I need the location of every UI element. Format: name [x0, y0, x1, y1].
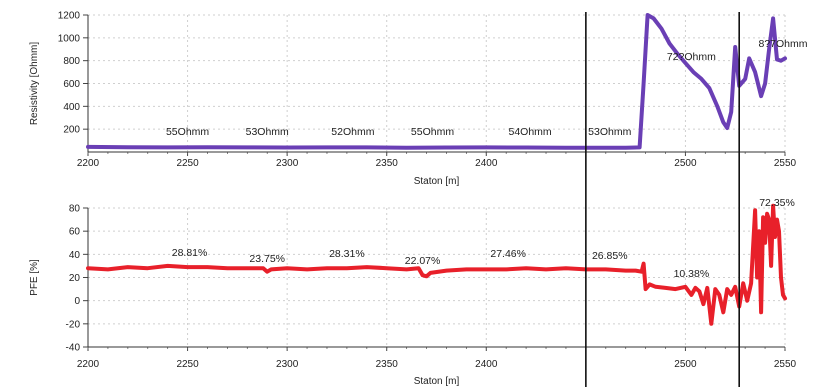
y-tick-label: -40	[66, 343, 81, 354]
y-tick-label: 400	[63, 102, 80, 113]
x-axis-label: Staton [m]	[414, 376, 460, 387]
resistivity-line	[86, 13, 787, 150]
x-tick-label: 2400	[475, 359, 498, 370]
x-tick-label: 2400	[475, 158, 498, 169]
y-axis-label: PFE [%]	[29, 259, 40, 296]
data-annotation: 10.38%	[674, 268, 710, 280]
data-annotation: 54Ohmm	[509, 126, 552, 138]
y-tick-label: 80	[69, 204, 81, 215]
x-tick-label: 2500	[674, 359, 697, 370]
x-tick-label: 2550	[774, 359, 797, 370]
x-tick-label: 2350	[376, 359, 399, 370]
data-annotation: 72.35%	[759, 197, 795, 209]
x-tick-label: 2500	[674, 158, 697, 169]
y-tick-label: 0	[74, 296, 80, 307]
data-annotation: 23.75%	[249, 253, 285, 265]
y-tick-label: -20	[66, 319, 81, 330]
pfe-line	[86, 203, 787, 326]
y-axis-label: Resistivity [Ohmm]	[29, 42, 40, 126]
data-annotation: 8?7Ohmm	[758, 38, 807, 50]
data-annotation: 52Ohmm	[331, 126, 374, 138]
x-tick-label: 2350	[376, 158, 399, 169]
data-annotation: 55Ohmm	[166, 126, 209, 138]
data-annotation: 28.31%	[329, 248, 365, 260]
x-tick-label: 2250	[176, 359, 199, 370]
y-tick-label: 1000	[58, 33, 81, 44]
x-axis-label: Staton [m]	[414, 176, 460, 187]
data-annotation: 26.85%	[592, 250, 628, 262]
data-annotation: 27.46%	[490, 248, 526, 260]
x-tick-label: 2300	[276, 359, 299, 370]
y-tick-label: 20	[69, 273, 81, 284]
data-annotation: 53Ohmm	[246, 126, 289, 138]
y-tick-label: 40	[69, 250, 81, 261]
x-tick-label: 2300	[276, 158, 299, 169]
x-tick-label: 2200	[77, 359, 100, 370]
y-tick-label: 60	[69, 227, 81, 238]
data-annotation: 28.81%	[172, 247, 208, 259]
y-tick-label: 1200	[58, 11, 81, 22]
y-tick-label: 600	[63, 79, 80, 90]
data-annotation: 53Ohmm	[588, 126, 631, 138]
data-annotation: 55Ohmm	[411, 126, 454, 138]
data-annotation: 22.07%	[405, 255, 441, 267]
data-annotation: 72?Ohmm	[667, 51, 716, 63]
x-tick-label: 2200	[77, 158, 100, 169]
x-tick-label: 2250	[176, 158, 199, 169]
y-tick-label: 800	[63, 56, 80, 67]
y-tick-label: 200	[63, 125, 80, 136]
x-tick-label: 2550	[774, 158, 797, 169]
